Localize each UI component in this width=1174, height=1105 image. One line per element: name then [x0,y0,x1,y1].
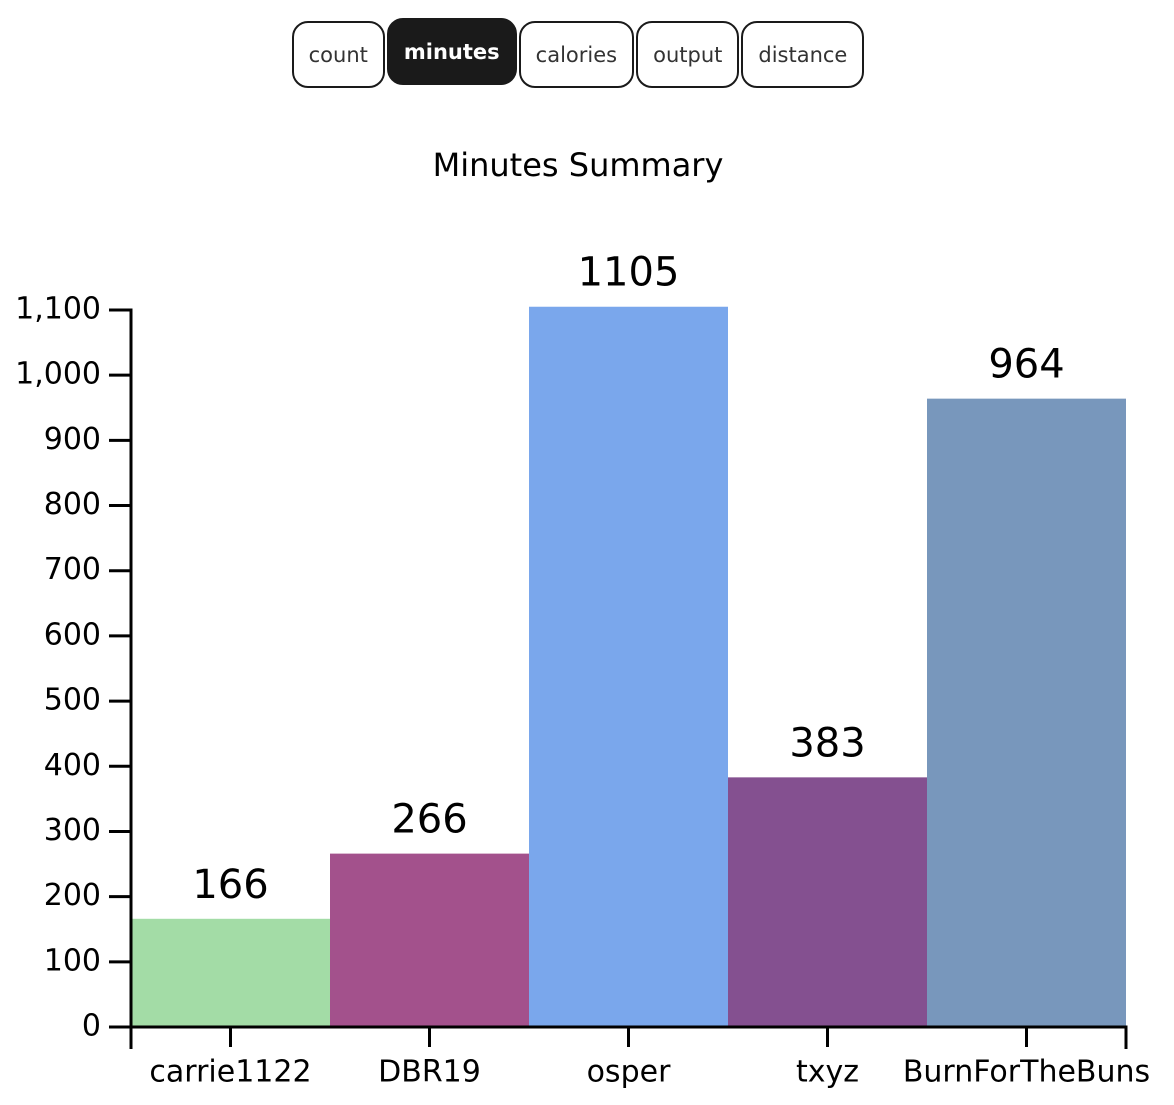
x-tick-label: osper [587,1055,671,1090]
y-tick-label: 800 [44,487,101,522]
y-tick-label: 700 [44,552,101,587]
y-tick-label: 1,000 [15,357,101,392]
y-tick-label: 300 [44,813,101,848]
metric-button[interactable]: calories [518,21,635,88]
metric-button[interactable]: output [636,21,740,88]
bar [330,853,529,1027]
x-tick-label: txyz [796,1055,859,1090]
x-tick-label: DBR19 [378,1055,481,1090]
metric-button[interactable]: minutes [386,18,517,85]
value-label: 964 [988,342,1064,388]
y-tick-label: 500 [44,683,101,718]
value-label: 383 [789,720,865,766]
y-tick-label: 1,100 [15,292,101,327]
chart-title: Minutes Summary [433,146,724,184]
metric-button[interactable]: distance [741,21,865,88]
bar [131,918,330,1027]
y-tick-label: 200 [44,878,101,913]
value-label: 166 [192,862,268,908]
y-tick-label: 900 [44,422,101,457]
value-label: 266 [391,797,467,843]
bar [927,398,1126,1027]
metric-buttons: count minutes calories output distance [0,18,1156,88]
y-axis [109,308,133,1027]
y-tick-label: 0 [82,1009,101,1044]
y-tick-label: 600 [44,617,101,652]
metric-button[interactable]: count [291,21,385,88]
x-tick-label: carrie1122 [149,1055,311,1090]
y-tick-label: 400 [44,748,101,783]
x-tick-label: BurnForTheBuns [903,1055,1150,1090]
value-label: 1105 [578,250,680,296]
bar [728,777,927,1027]
y-tick-label: 100 [44,943,101,978]
x-axis [129,1025,1128,1049]
bar [529,306,728,1027]
